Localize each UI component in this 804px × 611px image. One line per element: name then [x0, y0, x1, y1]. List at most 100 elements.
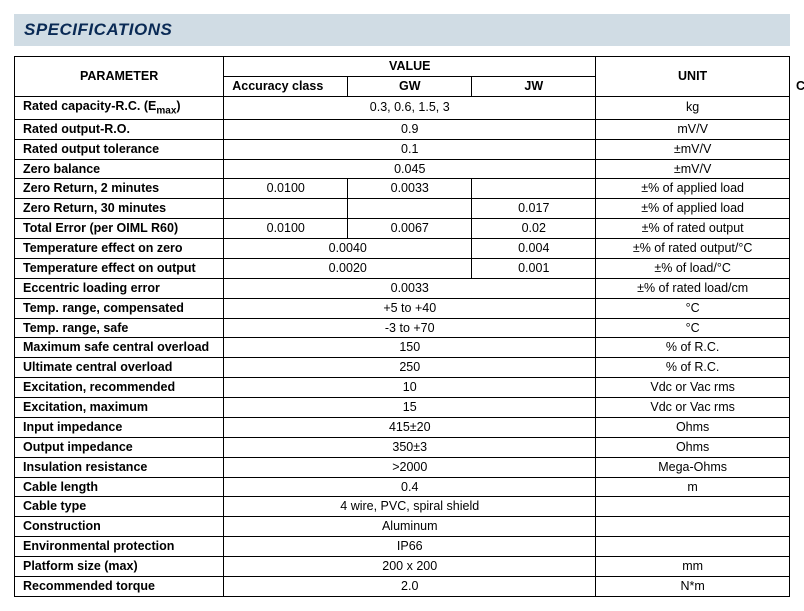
- label-rated-output-tol: Rated output tolerance: [15, 139, 224, 159]
- row-input-impedance: Input impedance 415±20 Ohms: [15, 417, 790, 437]
- label-cable-length: Cable length: [15, 477, 224, 497]
- unit-rated-output: mV/V: [596, 119, 790, 139]
- unit-cable-type: [596, 497, 790, 517]
- value-temp-output-c3: 0.001: [472, 258, 596, 278]
- header-row-1: PARAMETER VALUE UNIT: [15, 57, 790, 77]
- unit-temp-comp: °C: [596, 298, 790, 318]
- value-zero-balance: 0.045: [224, 159, 596, 179]
- row-insulation-resistance: Insulation resistance >2000 Mega-Ohms: [15, 457, 790, 477]
- row-cable-type: Cable type 4 wire, PVC, spiral shield: [15, 497, 790, 517]
- label-rated-capacity-suffix: ): [176, 99, 180, 113]
- specifications-title: SPECIFICATIONS: [14, 14, 790, 46]
- row-temp-safe: Temp. range, safe -3 to +70 °C: [15, 318, 790, 338]
- value-output-impedance: 350±3: [224, 437, 596, 457]
- unit-excitation-rec: Vdc or Vac rms: [596, 378, 790, 398]
- value-rated-output: 0.9: [224, 119, 596, 139]
- label-temp-safe: Temp. range, safe: [15, 318, 224, 338]
- unit-construction: [596, 517, 790, 537]
- label-environmental: Environmental protection: [15, 537, 224, 557]
- row-cable-length: Cable length 0.4 m: [15, 477, 790, 497]
- label-zero-return-30: Zero Return, 30 minutes: [15, 199, 224, 219]
- label-rated-capacity-sub: max: [156, 105, 176, 116]
- value-excitation-rec: 10: [224, 378, 596, 398]
- value-zero-return-2-gw: 0.0100: [224, 179, 348, 199]
- label-eccentric: Eccentric loading error: [15, 278, 224, 298]
- row-recommended-torque: Recommended torque 2.0 N*m: [15, 576, 790, 596]
- value-temp-output-ab: 0.0020: [224, 258, 472, 278]
- unit-zero-balance: ±mV/V: [596, 159, 790, 179]
- subheader-jw: JW: [472, 76, 596, 96]
- unit-insulation-resistance: Mega-Ohms: [596, 457, 790, 477]
- value-ultimate-overload: 250: [224, 358, 596, 378]
- row-rated-output: Rated output-R.O. 0.9 mV/V: [15, 119, 790, 139]
- row-excitation-max: Excitation, maximum 15 Vdc or Vac rms: [15, 398, 790, 418]
- unit-temp-output: ±% of load/°C: [596, 258, 790, 278]
- value-construction: Aluminum: [224, 517, 596, 537]
- unit-total-error: ±% of rated output: [596, 219, 790, 239]
- row-construction: Construction Aluminum: [15, 517, 790, 537]
- label-cable-type: Cable type: [15, 497, 224, 517]
- value-temp-safe: -3 to +70: [224, 318, 596, 338]
- value-cable-type: 4 wire, PVC, spiral shield: [224, 497, 596, 517]
- value-insulation-resistance: >2000: [224, 457, 596, 477]
- label-zero-balance: Zero balance: [15, 159, 224, 179]
- value-zero-return-30-gw: [224, 199, 348, 219]
- label-zero-return-2: Zero Return, 2 minutes: [15, 179, 224, 199]
- row-eccentric: Eccentric loading error 0.0033 ±% of rat…: [15, 278, 790, 298]
- row-temp-output: Temperature effect on output 0.0020 0.00…: [15, 258, 790, 278]
- row-total-error: Total Error (per OIML R60) 0.0100 0.0067…: [15, 219, 790, 239]
- row-temp-comp: Temp. range, compensated +5 to +40 °C: [15, 298, 790, 318]
- unit-output-impedance: Ohms: [596, 437, 790, 457]
- row-zero-balance: Zero balance 0.045 ±mV/V: [15, 159, 790, 179]
- unit-recommended-torque: N*m: [596, 576, 790, 596]
- unit-platform-size: mm: [596, 557, 790, 577]
- row-zero-return-30: Zero Return, 30 minutes 0.017 ±% of appl…: [15, 199, 790, 219]
- value-total-error-jw: 0.0067: [348, 219, 472, 239]
- value-input-impedance: 415±20: [224, 417, 596, 437]
- value-zero-return-30-jw: [348, 199, 472, 219]
- row-output-impedance: Output impedance 350±3 Ohms: [15, 437, 790, 457]
- label-platform-size: Platform size (max): [15, 557, 224, 577]
- unit-max-safe-overload: % of R.C.: [596, 338, 790, 358]
- row-rated-capacity: Rated capacity-R.C. (Emax) 0.3, 0.6, 1.5…: [15, 96, 790, 119]
- row-max-safe-overload: Maximum safe central overload 150 % of R…: [15, 338, 790, 358]
- value-platform-size: 200 x 200: [224, 557, 596, 577]
- unit-temp-safe: °C: [596, 318, 790, 338]
- label-total-error: Total Error (per OIML R60): [15, 219, 224, 239]
- row-environmental: Environmental protection IP66: [15, 537, 790, 557]
- unit-input-impedance: Ohms: [596, 417, 790, 437]
- value-temp-zero-ab: 0.0040: [224, 239, 472, 259]
- value-rated-capacity: 0.3, 0.6, 1.5, 3: [224, 96, 596, 119]
- subheader-gw: GW: [348, 76, 472, 96]
- value-eccentric: 0.0033: [224, 278, 596, 298]
- unit-zero-return-30: ±% of applied load: [596, 199, 790, 219]
- specifications-table: PARAMETER VALUE UNIT Accuracy class GW J…: [14, 56, 790, 597]
- value-excitation-max: 15: [224, 398, 596, 418]
- header-value: VALUE: [224, 57, 596, 77]
- label-insulation-resistance: Insulation resistance: [15, 457, 224, 477]
- header-unit: UNIT: [596, 57, 790, 97]
- label-max-safe-overload: Maximum safe central overload: [15, 338, 224, 358]
- value-temp-comp: +5 to +40: [224, 298, 596, 318]
- value-temp-zero-c3: 0.004: [472, 239, 596, 259]
- unit-environmental: [596, 537, 790, 557]
- label-excitation-rec: Excitation, recommended: [15, 378, 224, 398]
- label-temp-output: Temperature effect on output: [15, 258, 224, 278]
- row-rated-output-tol: Rated output tolerance 0.1 ±mV/V: [15, 139, 790, 159]
- label-temp-comp: Temp. range, compensated: [15, 298, 224, 318]
- unit-rated-capacity: kg: [596, 96, 790, 119]
- header-parameter: PARAMETER: [15, 57, 224, 97]
- label-construction: Construction: [15, 517, 224, 537]
- label-rated-capacity-text: Rated capacity-R.C. (E: [23, 99, 156, 113]
- unit-ultimate-overload: % of R.C.: [596, 358, 790, 378]
- row-zero-return-2: Zero Return, 2 minutes 0.0100 0.0033 ±% …: [15, 179, 790, 199]
- label-recommended-torque: Recommended torque: [15, 576, 224, 596]
- label-excitation-max: Excitation, maximum: [15, 398, 224, 418]
- value-max-safe-overload: 150: [224, 338, 596, 358]
- value-zero-return-2-jw: 0.0033: [348, 179, 472, 199]
- row-temp-zero: Temperature effect on zero 0.0040 0.004 …: [15, 239, 790, 259]
- unit-eccentric: ±% of rated load/cm: [596, 278, 790, 298]
- value-recommended-torque: 2.0: [224, 576, 596, 596]
- row-excitation-rec: Excitation, recommended 10 Vdc or Vac rm…: [15, 378, 790, 398]
- value-zero-return-2-c3: [472, 179, 596, 199]
